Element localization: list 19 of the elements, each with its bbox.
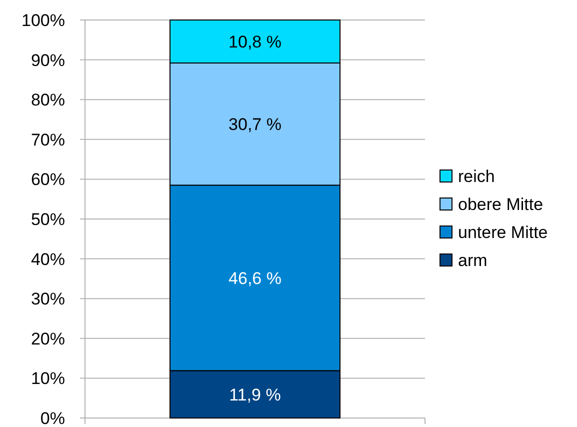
- y-tick-label: 20%: [30, 329, 65, 348]
- y-tick-label: 60%: [30, 170, 65, 190]
- data-label: 10,8 %: [228, 32, 282, 52]
- y-tick-label: 100%: [22, 10, 65, 30]
- y-tick-label: 50%: [30, 210, 65, 229]
- data-label: 11,9 %: [229, 385, 281, 404]
- y-tick-label: 70%: [30, 130, 65, 150]
- y-tick-label: 30%: [30, 290, 65, 309]
- y-tick-label: 10%: [30, 369, 65, 388]
- legend-label: arm: [458, 250, 488, 270]
- data-label: 46,6 %: [228, 268, 282, 288]
- y-tick-label: 80%: [30, 90, 65, 110]
- y-tick-label: 90%: [30, 50, 65, 70]
- data-label: 30,7 %: [228, 115, 282, 134]
- legend-label: reich: [458, 166, 495, 186]
- y-tick-label: 0%: [40, 408, 65, 427]
- legend-label: obere Mitte: [458, 194, 544, 214]
- legend-label: untere Mitte: [458, 222, 548, 242]
- y-tick-label: 40%: [30, 250, 65, 269]
